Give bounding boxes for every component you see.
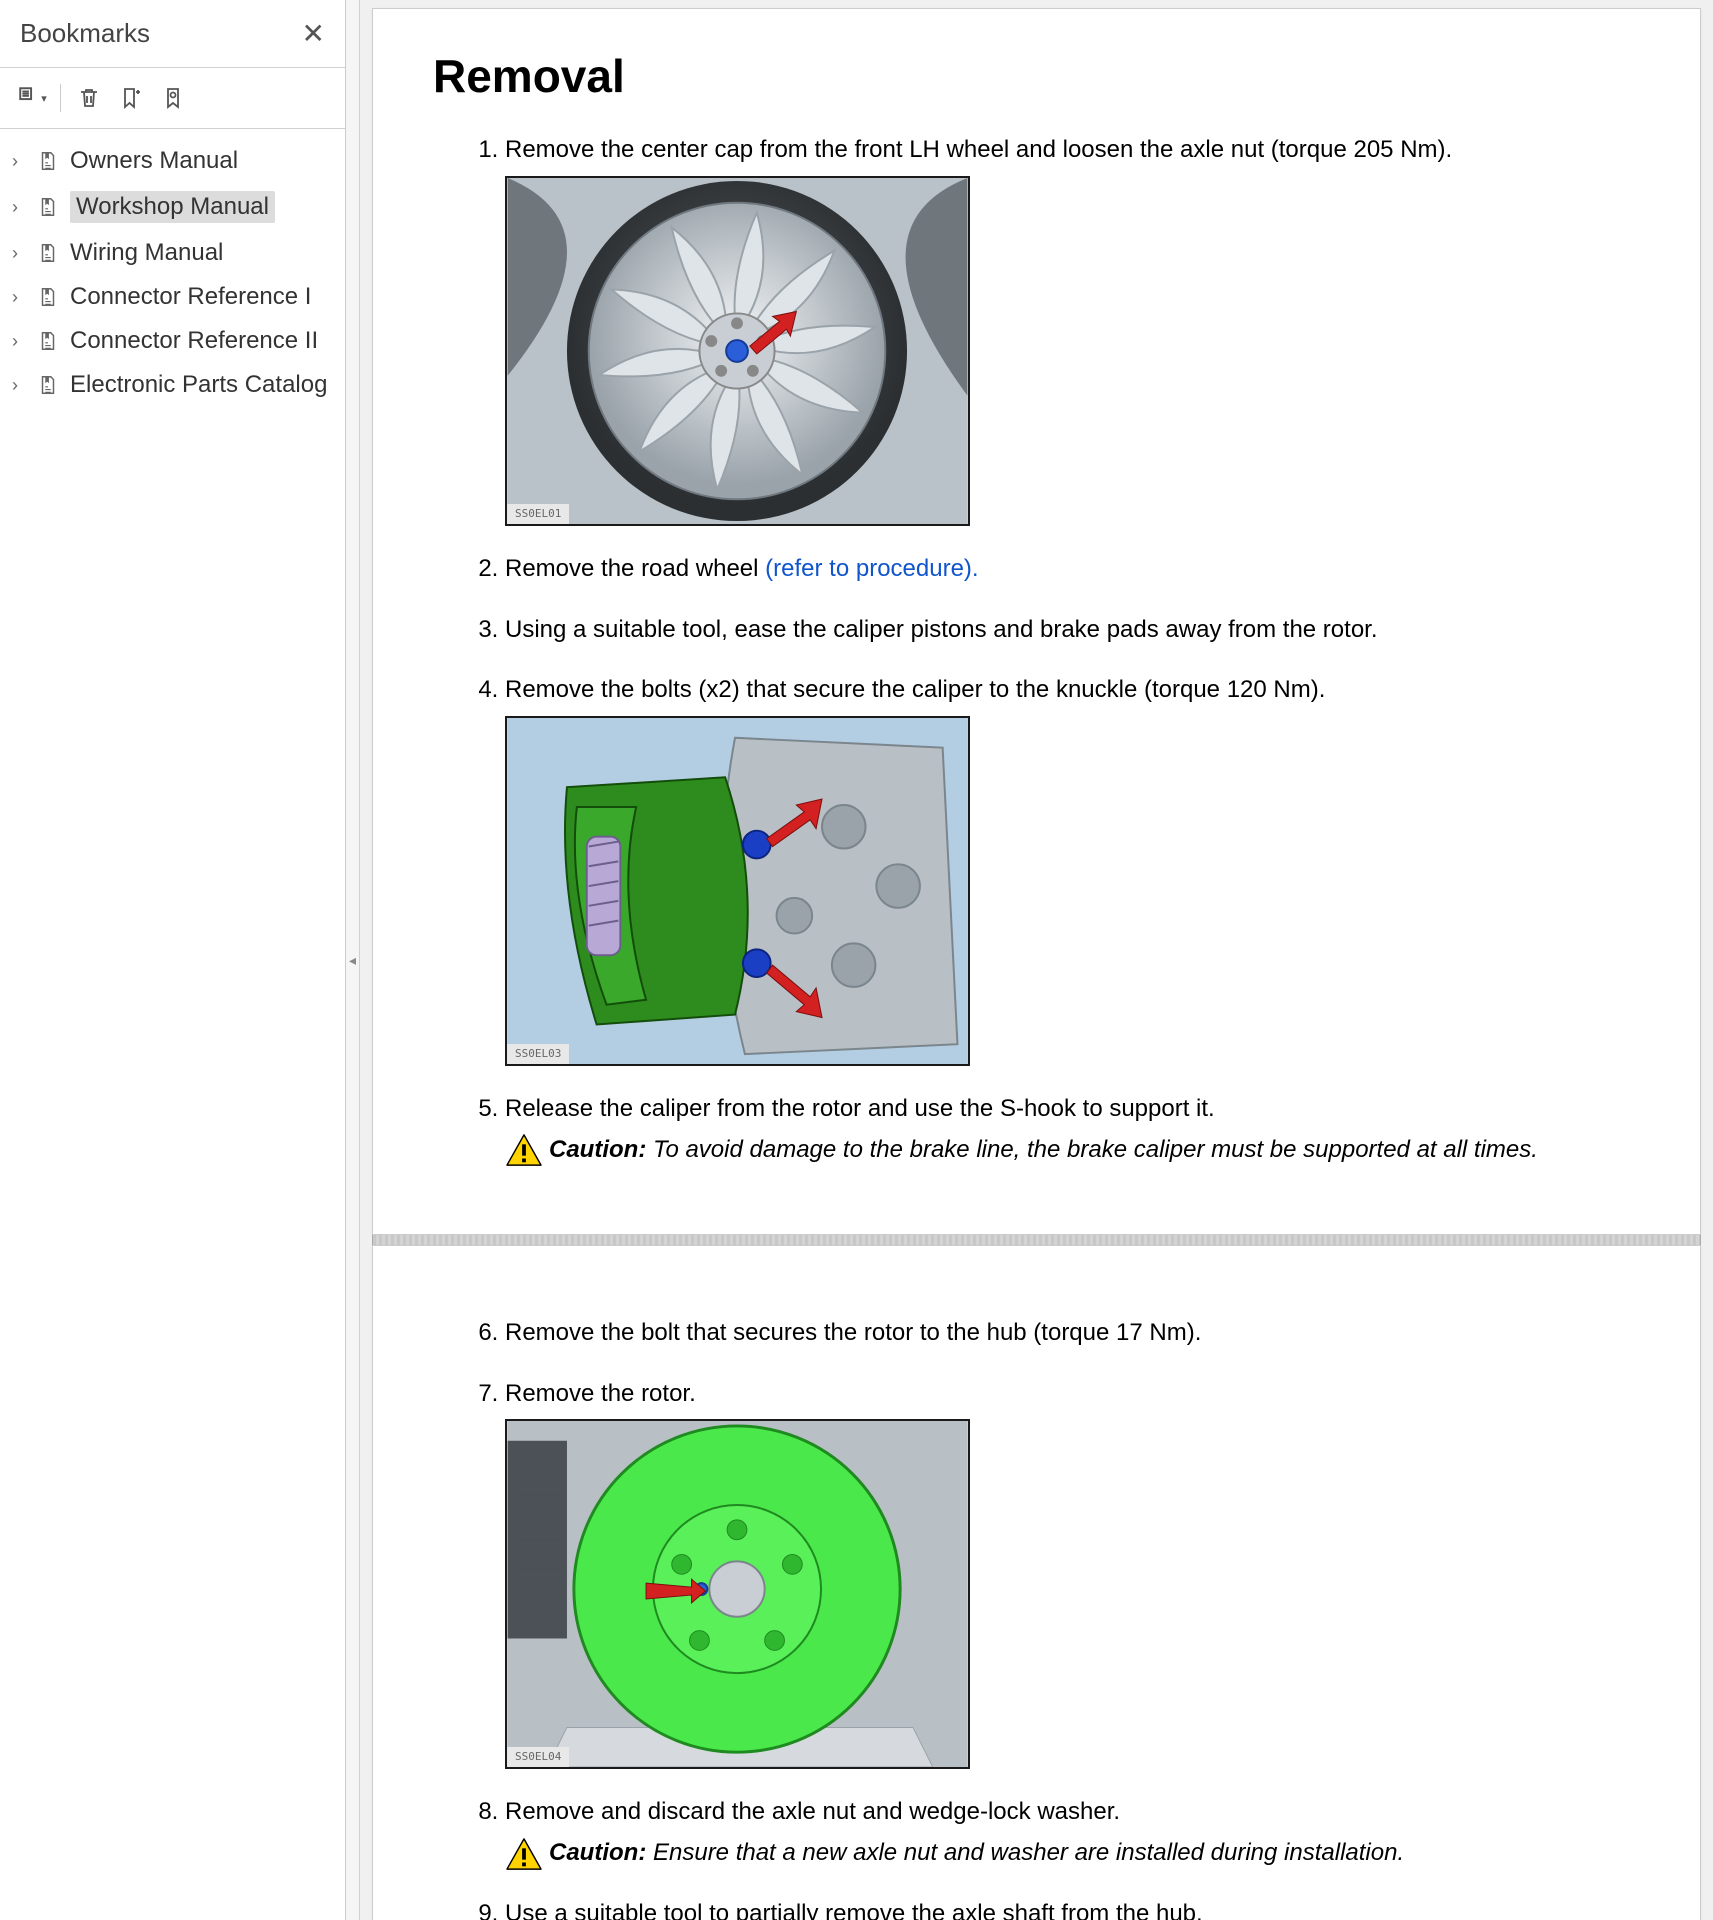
- add-bookmark-icon[interactable]: [115, 82, 147, 114]
- caution-note: Caution: To avoid damage to the brake li…: [505, 1133, 1640, 1168]
- page-gap: [372, 1235, 1701, 1245]
- procedure-step: Release the caliper from the rotor and u…: [505, 1092, 1640, 1168]
- chevron-right-icon: ›: [12, 151, 30, 172]
- bookmark-doc-icon: [36, 329, 60, 353]
- procedure-step: Remove and discard the axle nut and wedg…: [505, 1795, 1640, 1871]
- caution-label: Caution:: [549, 1839, 646, 1866]
- procedure-link[interactable]: (refer to procedure).: [765, 555, 978, 582]
- sidebar-item-label: Connector Reference I: [70, 283, 311, 311]
- trash-icon[interactable]: [73, 82, 105, 114]
- sidebar-item[interactable]: › Connector Reference II: [0, 319, 345, 363]
- procedure-step: Remove the center cap from the front LH …: [505, 133, 1640, 526]
- procedure-step: Using a suitable tool, ease the caliper …: [505, 613, 1640, 648]
- document-viewport[interactable]: Removal Remove the center cap from the f…: [360, 0, 1713, 1920]
- sidebar-item-label: Workshop Manual: [70, 191, 275, 223]
- chevron-right-icon: ›: [12, 375, 30, 396]
- procedure-step: Remove the rotor. SS0EL04: [505, 1377, 1640, 1770]
- bookmarks-panel: Bookmarks ✕ ▾ ›: [0, 0, 346, 1920]
- procedure-step: Remove the bolts (x2) that secure the ca…: [505, 673, 1640, 1066]
- caution-label: Caution:: [549, 1136, 646, 1163]
- figure-caliper: SS0EL03: [505, 716, 970, 1066]
- sidebar-item[interactable]: › Electronic Parts Catalog: [0, 363, 345, 407]
- caution-text: To avoid damage to the brake line, the b…: [653, 1136, 1538, 1163]
- warning-icon: [505, 1837, 543, 1871]
- figure-rotor: SS0EL04: [505, 1419, 970, 1769]
- bookmark-doc-icon: [36, 241, 60, 265]
- bookmark-doc-icon: [36, 149, 60, 173]
- chevron-right-icon: ›: [12, 287, 30, 308]
- step-text: Remove and discard the axle nut and wedg…: [505, 1798, 1120, 1825]
- caution-text: Ensure that a new axle nut and washer ar…: [653, 1839, 1404, 1866]
- bookmark-ribbon-icon[interactable]: [157, 82, 189, 114]
- step-text: Use a suitable tool to partially remove …: [505, 1900, 1203, 1920]
- sidebar-item[interactable]: › Owners Manual: [0, 139, 345, 183]
- caution-note: Caution: Ensure that a new axle nut and …: [505, 1836, 1640, 1871]
- procedure-steps-2: Remove the bolt that secures the rotor t…: [433, 1316, 1640, 1920]
- chevron-right-icon: ›: [12, 197, 30, 218]
- bookmark-doc-icon: [36, 195, 60, 219]
- figure-tag: SS0EL01: [507, 504, 569, 524]
- procedure-step: Remove the road wheel (refer to procedur…: [505, 552, 1640, 587]
- step-text: Release the caliper from the rotor and u…: [505, 1095, 1215, 1122]
- chevron-right-icon: ›: [12, 243, 30, 264]
- document-page-2: Remove the bolt that secures the rotor t…: [372, 1245, 1701, 1920]
- page-heading: Removal: [433, 49, 1640, 103]
- procedure-step: Use a suitable tool to partially remove …: [505, 1897, 1640, 1920]
- chevron-left-icon: ◂: [349, 952, 356, 969]
- bookmarks-header: Bookmarks ✕: [0, 0, 345, 68]
- figure-tag: SS0EL03: [507, 1044, 569, 1064]
- step-text: Remove the center cap from the front LH …: [505, 136, 1452, 163]
- outline-options-icon[interactable]: ▾: [16, 82, 48, 114]
- sidebar-item-label: Owners Manual: [70, 147, 238, 175]
- sidebar-item-label: Wiring Manual: [70, 239, 223, 267]
- close-icon[interactable]: ✕: [302, 20, 325, 48]
- step-text: Remove the bolts (x2) that secure the ca…: [505, 676, 1325, 703]
- step-text: Using a suitable tool, ease the caliper …: [505, 616, 1378, 643]
- chevron-right-icon: ›: [12, 331, 30, 352]
- procedure-steps-1: Remove the center cap from the front LH …: [433, 133, 1640, 1168]
- sidebar-collapse-handle[interactable]: ◂: [346, 0, 360, 1920]
- sidebar-item-label: Electronic Parts Catalog: [70, 371, 327, 399]
- sidebar-item-label: Connector Reference II: [70, 327, 318, 355]
- bookmark-doc-icon: [36, 285, 60, 309]
- sidebar-item[interactable]: › Connector Reference I: [0, 275, 345, 319]
- figure-tag: SS0EL04: [507, 1747, 569, 1767]
- step-text: Remove the bolt that secures the rotor t…: [505, 1319, 1201, 1346]
- sidebar-item[interactable]: › Workshop Manual: [0, 183, 345, 231]
- bookmarks-title: Bookmarks: [20, 18, 150, 49]
- procedure-step: Remove the bolt that secures the rotor t…: [505, 1316, 1640, 1351]
- bookmark-doc-icon: [36, 373, 60, 397]
- sidebar-item[interactable]: › Wiring Manual: [0, 231, 345, 275]
- figure-wheel: SS0EL01: [505, 176, 970, 526]
- step-text: Remove the rotor.: [505, 1380, 696, 1407]
- bookmarks-toolbar: ▾: [0, 68, 345, 129]
- step-text: Remove the road wheel: [505, 555, 765, 582]
- bookmark-list: › Owners Manual › Workshop Manual › Wiri…: [0, 129, 345, 417]
- document-page-1: Removal Remove the center cap from the f…: [372, 8, 1701, 1235]
- warning-icon: [505, 1133, 543, 1167]
- toolbar-separator: [60, 84, 61, 112]
